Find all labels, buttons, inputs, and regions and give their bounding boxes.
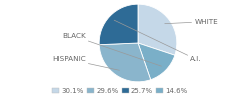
- Wedge shape: [138, 43, 175, 80]
- Text: HISPANIC: HISPANIC: [52, 56, 120, 70]
- Text: BLACK: BLACK: [62, 33, 162, 66]
- Legend: 30.1%, 29.6%, 25.7%, 14.6%: 30.1%, 29.6%, 25.7%, 14.6%: [49, 85, 191, 96]
- Text: WHITE: WHITE: [165, 19, 218, 25]
- Wedge shape: [99, 43, 151, 82]
- Wedge shape: [99, 4, 138, 45]
- Text: A.I.: A.I.: [114, 20, 202, 62]
- Wedge shape: [138, 4, 177, 55]
